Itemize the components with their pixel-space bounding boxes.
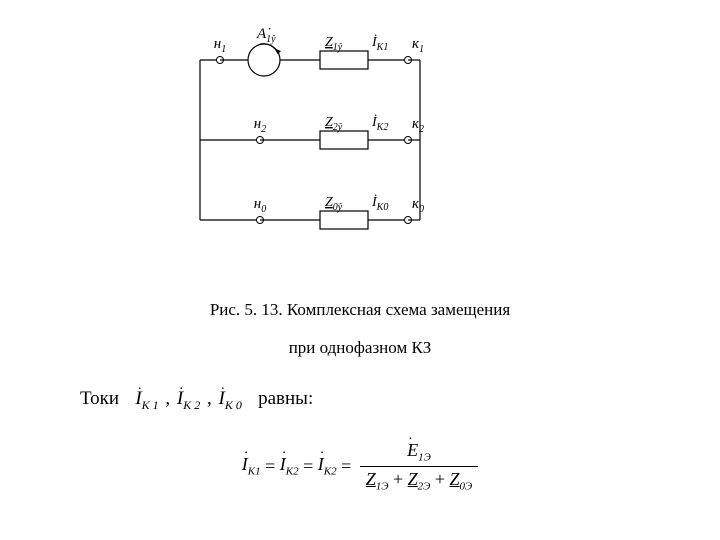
svg-text:Z1ŷ: Z1ŷ — [325, 35, 343, 53]
svg-text:Z2ŷ: Z2ŷ — [325, 115, 343, 133]
figure-caption-line1: Рис. 5. 13. Комплексная схема замещения — [0, 300, 720, 320]
current-ik1: ·IK 1 — [135, 388, 158, 413]
toki-suffix: равны: — [253, 388, 313, 409]
circuit-svg: н1 к1 А̇1ŷ Z1ŷ İK1 н2 к2 Z2ŷ İK2 н0 к0 Z… — [160, 20, 460, 280]
currents-line: Токи ·IK 1 , ·IK 2 , ·IK 0 равны: — [80, 388, 313, 413]
svg-text:İK0: İK0 — [371, 194, 388, 213]
circuit-diagram: н1 к1 А̇1ŷ Z1ŷ İK1 н2 к2 Z2ŷ İK2 н0 к0 Z… — [160, 20, 460, 280]
svg-text:İK2: İK2 — [371, 114, 388, 133]
svg-text:н2: н2 — [254, 116, 266, 135]
svg-text:н1: н1 — [214, 36, 226, 55]
svg-text:А̇1ŷ: А̇1ŷ — [256, 26, 276, 45]
svg-text:к2: к2 — [412, 116, 424, 135]
svg-text:к1: к1 — [412, 36, 424, 55]
current-ik0: ·IK 0 — [219, 388, 242, 413]
svg-text:к0: к0 — [412, 196, 424, 215]
figure-caption-line2: при однофазном КЗ — [0, 338, 720, 358]
svg-text:н0: н0 — [254, 196, 266, 215]
svg-text:Z0ŷ: Z0ŷ — [325, 195, 343, 213]
equation: ·IK1 = ·IK2 = ·IK2 = ·E1Э Z1Э + Z2Э + Z0… — [0, 440, 720, 492]
current-ik2: ·IK 2 — [177, 388, 200, 413]
svg-text:İK1: İK1 — [371, 34, 388, 53]
toki-prefix: Токи — [80, 388, 119, 409]
